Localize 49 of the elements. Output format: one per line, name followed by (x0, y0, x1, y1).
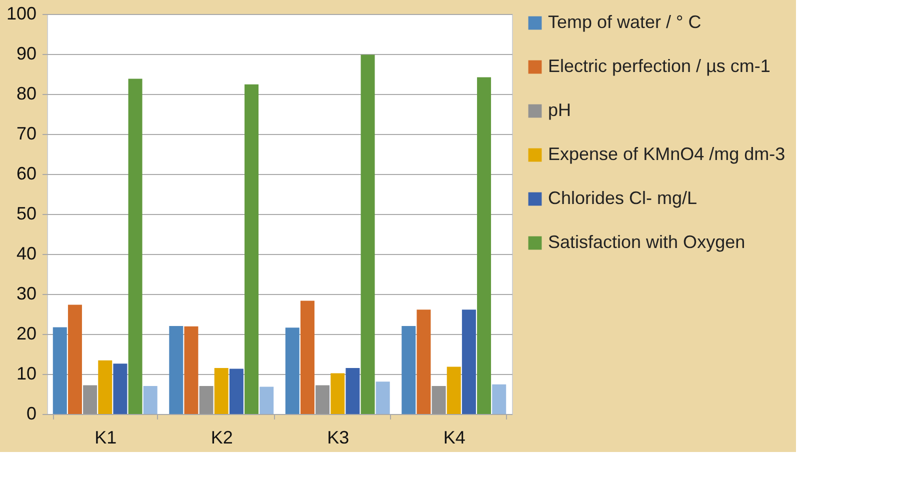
bar (199, 386, 214, 414)
bar (285, 328, 300, 414)
y-tick-label: 40 (16, 244, 36, 264)
bar (300, 300, 314, 414)
x-tick-label: K1 (94, 428, 117, 448)
bar (360, 54, 375, 414)
bar (416, 310, 431, 414)
bar (492, 384, 506, 414)
bar (169, 326, 184, 414)
legend-label: Satisfaction with Oxygen (548, 232, 746, 252)
bar (260, 386, 274, 414)
legend-label: Chlorides Cl- mg/L (548, 188, 698, 208)
y-tick-label: 90 (16, 44, 36, 64)
y-tick-label: 50 (16, 204, 36, 224)
y-tick-label: 100 (6, 4, 36, 24)
y-tick-label: 0 (26, 404, 36, 424)
bar (143, 386, 158, 414)
bar (402, 326, 416, 414)
legend-label: pH (548, 100, 572, 120)
bar (184, 326, 198, 414)
bar (229, 368, 244, 414)
bar (432, 386, 446, 414)
y-tick-label: 20 (16, 324, 36, 344)
bar (244, 84, 259, 414)
y-tick-label: 80 (16, 84, 36, 104)
bar (128, 78, 142, 414)
x-tick-label: K3 (327, 428, 350, 448)
y-tick-label: 70 (16, 124, 36, 144)
bar (98, 360, 112, 414)
x-tick-label: K2 (210, 428, 233, 448)
x-tick-label: K4 (443, 428, 466, 448)
bar (477, 77, 492, 414)
bar (316, 385, 330, 414)
y-tick-label: 60 (16, 164, 36, 184)
bar (462, 310, 476, 414)
y-tick-label: 10 (16, 364, 36, 384)
bar (68, 304, 82, 414)
bar (214, 368, 228, 414)
bar (83, 385, 98, 414)
legend-label: Expense of KMnO4 /mg dm-3 (548, 144, 786, 164)
bar (346, 368, 360, 414)
legend-label: Electric perfection / µs cm-1 (548, 56, 770, 76)
y-tick-label: 30 (16, 284, 36, 304)
bar (446, 366, 461, 414)
legend-label: Temp of water / ° C (548, 12, 702, 32)
bar (376, 382, 390, 414)
bar (113, 364, 128, 414)
bar (330, 373, 345, 414)
bar (52, 327, 67, 414)
